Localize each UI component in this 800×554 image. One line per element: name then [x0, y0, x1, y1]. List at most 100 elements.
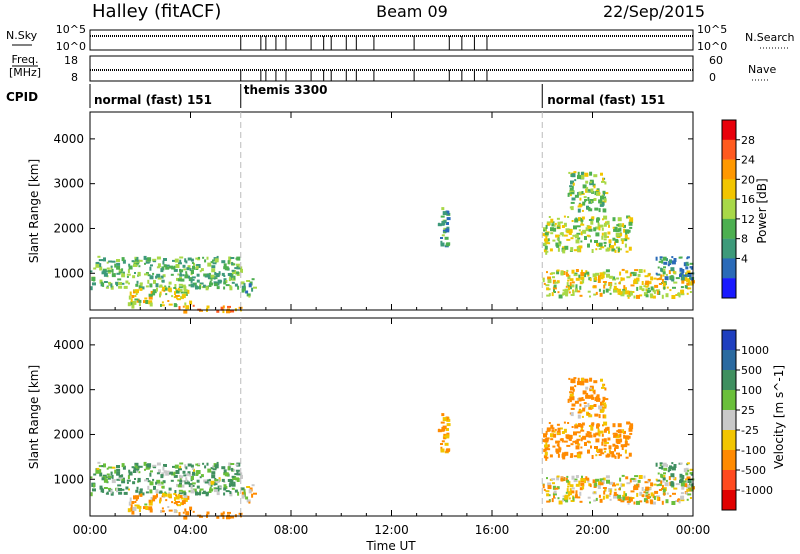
velocity-cell: [180, 484, 185, 488]
velocity-cell: [236, 473, 241, 476]
power-cell: [638, 269, 643, 273]
power-cell: [626, 229, 629, 234]
velocity-cell: [589, 501, 591, 504]
power-cell: [132, 300, 137, 305]
velocity-cell: [599, 498, 603, 503]
velocity-cell: [229, 491, 232, 494]
power-cell: [655, 272, 658, 275]
power-cell: [568, 291, 571, 294]
velocity-cell: [618, 488, 621, 491]
power-cell: [225, 284, 230, 287]
power-cell: [629, 226, 633, 229]
power-cell: [543, 227, 547, 232]
velocity-cell: [594, 482, 598, 487]
power-cell: [562, 289, 565, 292]
x-tick-label: 00:00: [676, 523, 711, 537]
power-cell: [177, 298, 181, 301]
power-cell: [156, 287, 158, 292]
velocity-cell: [641, 487, 644, 491]
power-cell: [204, 259, 207, 263]
power-cell: [602, 200, 607, 203]
velocity-cell: [576, 438, 581, 441]
power-cell: [214, 273, 219, 276]
velocity-cell: [212, 465, 215, 468]
power-cell: [602, 218, 604, 221]
power-cell: [591, 249, 594, 253]
power-cell: [662, 282, 666, 287]
velocity-cell: [168, 487, 172, 491]
velocity-cell: [657, 472, 660, 475]
power-cell: [551, 223, 555, 227]
power-cell: [567, 279, 570, 282]
power-cell: [562, 249, 566, 254]
power-cell: [650, 276, 654, 281]
date-title: 22/Sep/2015: [603, 2, 705, 21]
power-cell: [581, 216, 585, 220]
velocity-cell: [116, 471, 121, 476]
velocity-cell: [599, 430, 604, 434]
velocity-cell: [185, 511, 190, 516]
power-cell: [167, 287, 172, 292]
power-cell: [612, 217, 616, 222]
velocity-cell: [226, 515, 230, 520]
power-cell: [178, 294, 181, 297]
velocity-cell: [543, 433, 547, 438]
power-cell: [128, 282, 130, 285]
nsky-strip-frame: [89, 29, 694, 51]
power-cell: [180, 296, 183, 300]
velocity-cell: [582, 407, 586, 412]
power-cell: [585, 227, 589, 232]
power-cell: [543, 229, 546, 232]
velocity-cell: [176, 503, 178, 506]
colorbar-swatch: [722, 370, 736, 390]
power-cell: [137, 272, 141, 277]
velocity-cell: [546, 448, 551, 451]
x-tick-label: 16:00: [475, 523, 510, 537]
power-cell: [644, 275, 649, 278]
power-cell: [569, 232, 572, 235]
power-cell: [603, 232, 607, 237]
velocity-cell: [220, 512, 224, 517]
power-cell: [90, 270, 93, 273]
power-cell: [189, 268, 192, 272]
power-cell: [121, 272, 124, 275]
velocity-cell: [547, 482, 552, 486]
power-cell: [558, 240, 561, 244]
velocity-cell: [101, 477, 105, 481]
velocity-cell: [658, 489, 662, 491]
velocity-cell: [580, 429, 585, 432]
power-cell: [97, 255, 101, 258]
power-cell: [585, 180, 589, 184]
velocity-cell: [557, 453, 560, 458]
velocity-cell: [136, 468, 140, 471]
power-cell: [629, 219, 634, 224]
velocity-cell: [577, 411, 582, 414]
power-cell: [661, 278, 664, 283]
velocity-cell: [543, 488, 546, 491]
velocity-cell: [669, 465, 672, 470]
velocity-cell: [130, 507, 135, 512]
power-cell: [558, 294, 563, 299]
velocity-cell: [545, 456, 548, 461]
velocity-cell: [571, 379, 576, 384]
power-cell: [253, 286, 257, 289]
velocity-cell: [649, 499, 653, 504]
velocity-cell: [110, 489, 113, 494]
velocity-cell: [180, 497, 184, 500]
velocity-cell: [116, 468, 121, 472]
power-cell: [580, 221, 583, 225]
power-cell: [157, 277, 162, 280]
power-cell: [192, 278, 195, 281]
velocity-cell: [613, 494, 617, 499]
velocity-cell: [199, 491, 201, 496]
power-cell: [633, 278, 637, 281]
power-cell: [152, 289, 157, 294]
velocity-cell: [639, 500, 643, 503]
velocity-cell: [548, 422, 551, 424]
power-cell: [630, 271, 635, 274]
velocity-cell: [235, 477, 240, 481]
power-cell: [550, 218, 554, 223]
power-cell: [685, 274, 689, 278]
velocity-cell: [568, 377, 571, 380]
power-cell: [110, 265, 113, 268]
